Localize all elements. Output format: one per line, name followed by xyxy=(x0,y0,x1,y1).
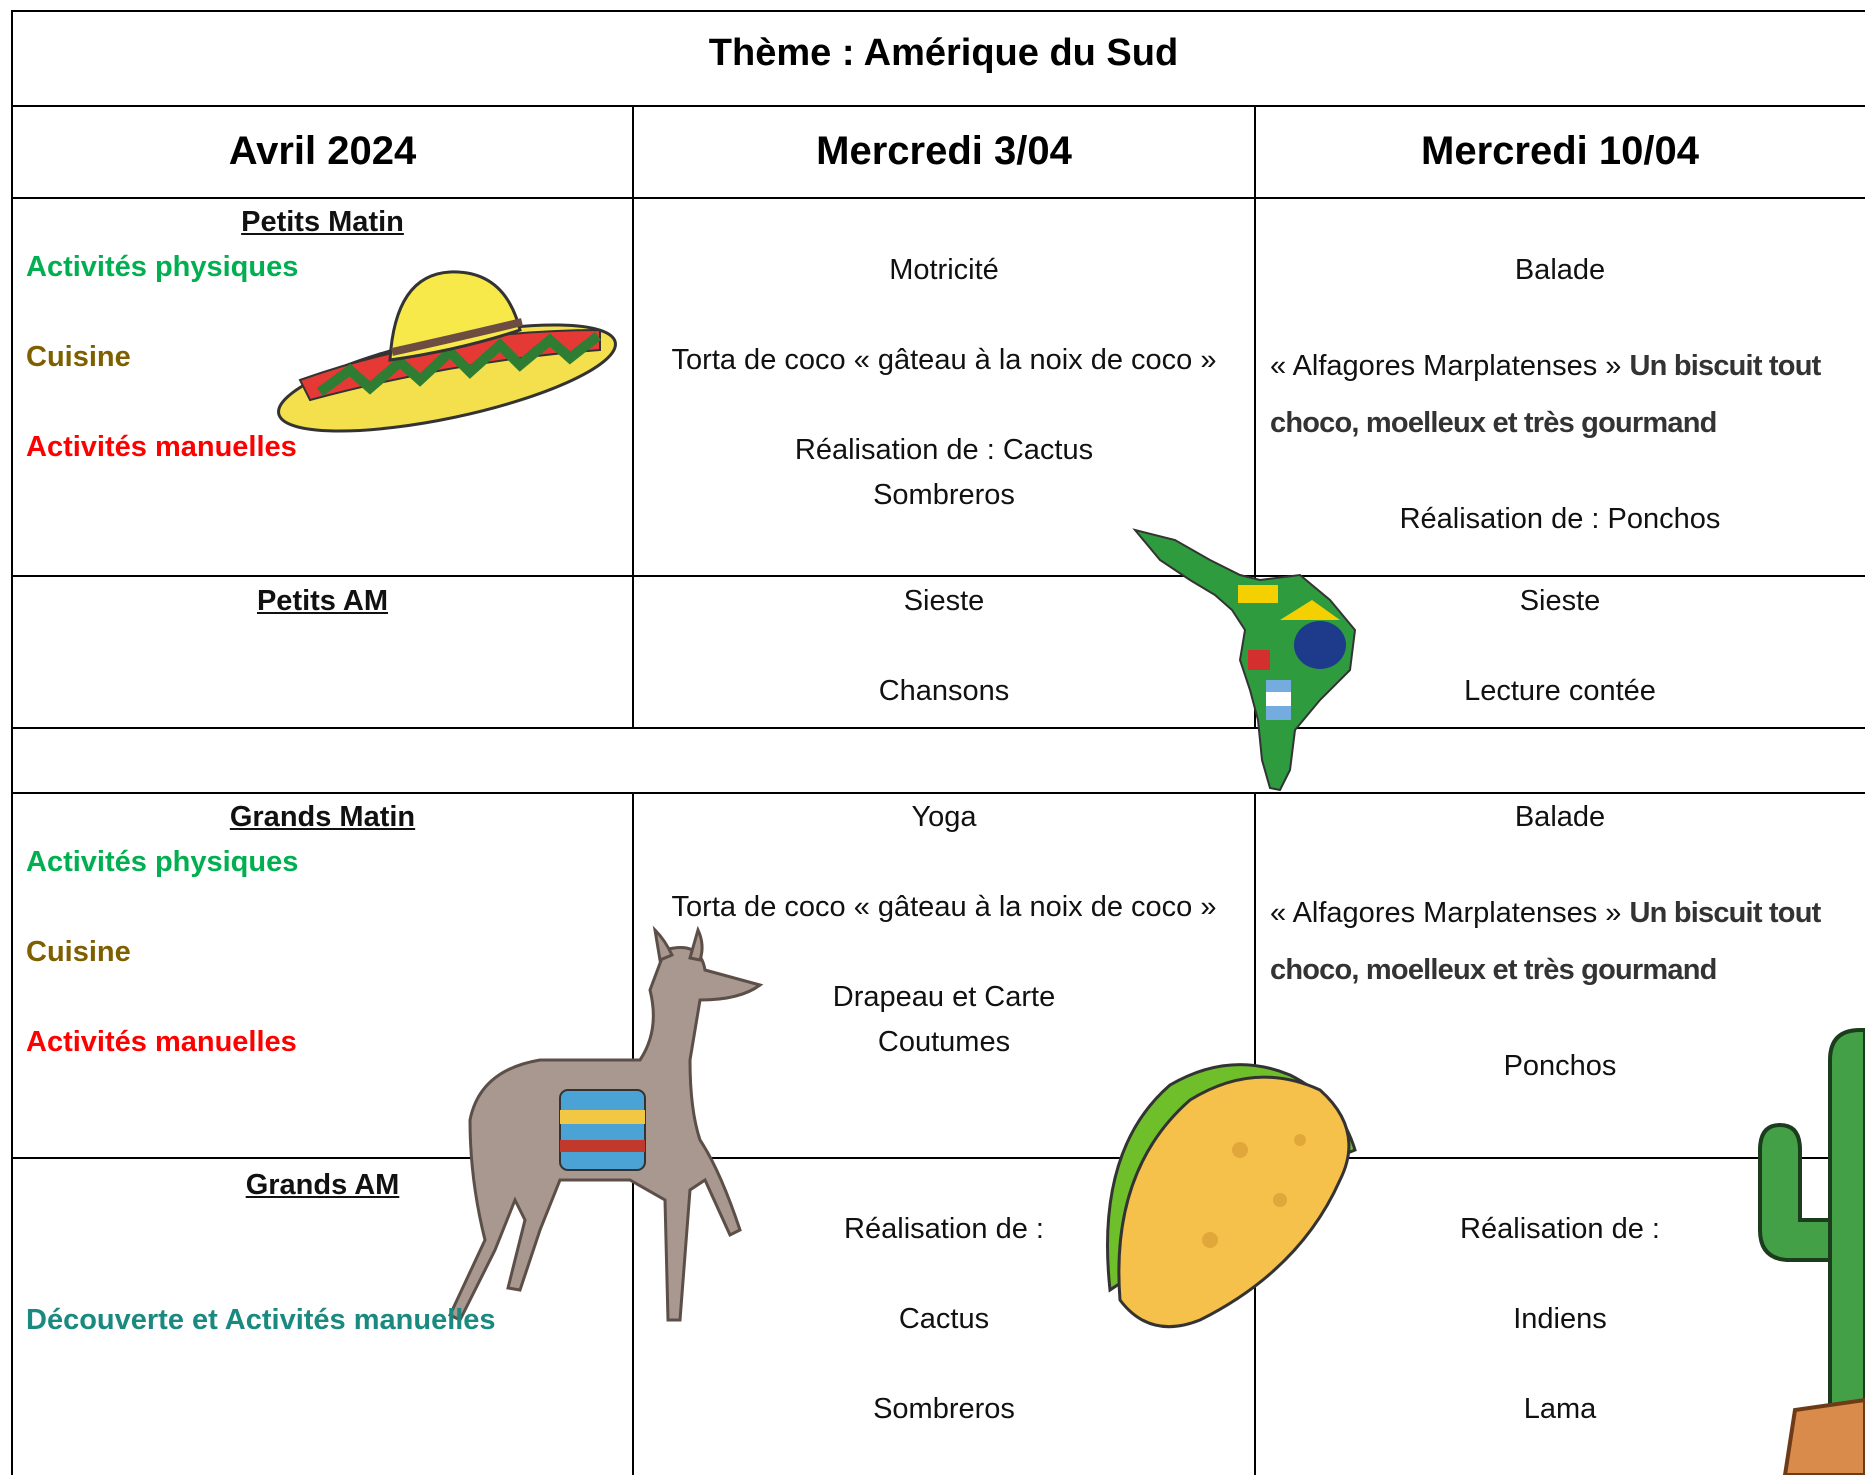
table-border xyxy=(632,105,634,727)
recipe-name: « Alfagores Marplatenses » xyxy=(1270,350,1622,382)
row-label: Petits AM xyxy=(256,585,389,617)
paragraph: Torta de coco « gâteau à la noix de coco… xyxy=(633,338,1255,383)
paragraph: Chansons xyxy=(633,669,1255,714)
text-line: Torta de coco « gâteau à la noix de coco… xyxy=(671,891,1217,923)
paragraph: Motricité xyxy=(633,248,1255,293)
paragraph: Indiens xyxy=(1255,1297,1865,1342)
row-label-cell: Grands AM Découverte et Activités manuell… xyxy=(12,1157,633,1475)
paragraph: Yoga xyxy=(633,795,1255,840)
table-border xyxy=(12,792,1865,794)
text-line: Cactus xyxy=(898,1303,990,1335)
text-line: Motricité xyxy=(889,254,999,286)
paragraph: Lama xyxy=(1255,1387,1865,1432)
day-cell: Sieste Chansons xyxy=(633,575,1255,727)
activity: Cuisine xyxy=(26,341,131,373)
table-border xyxy=(12,10,1865,12)
paragraph: Sieste xyxy=(1255,579,1865,624)
paragraph: Sombreros xyxy=(633,1387,1255,1432)
row-label: Grands AM xyxy=(245,1169,400,1201)
paragraph: Réalisation de : xyxy=(1255,1207,1865,1252)
row-label: Grands Matin xyxy=(229,801,416,833)
table-border xyxy=(12,575,1865,577)
table-border xyxy=(12,1157,1865,1159)
paragraph: Sieste xyxy=(633,579,1255,624)
paragraph: Ponchos xyxy=(1255,1044,1865,1089)
text-line: Sieste xyxy=(1519,585,1601,617)
day-header: Mercredi 10/04 xyxy=(1421,129,1699,173)
day-cell: Réalisation de : Indiens Lama xyxy=(1255,1157,1865,1475)
text-line: Coutumes xyxy=(877,1026,1011,1058)
text-line: Lecture contée xyxy=(1464,675,1656,707)
paragraph: Balade xyxy=(1255,795,1865,840)
table-border xyxy=(12,105,1865,107)
text-line: Drapeau et Carte xyxy=(832,981,1056,1013)
table-border xyxy=(12,197,1865,199)
day-header: Mercredi 3/04 xyxy=(816,129,1072,173)
text-line: Torta de coco « gâteau à la noix de coco… xyxy=(671,344,1217,376)
day-cell: Motricité Torta de coco « gâteau à la noi… xyxy=(633,197,1255,575)
paragraph: Balade xyxy=(1255,248,1865,293)
activity: Cuisine xyxy=(26,936,131,968)
text-line: Réalisation de : Cactus xyxy=(794,434,1094,466)
activity: Activités manuelles xyxy=(26,431,297,463)
table-border xyxy=(11,10,13,1475)
paragraph: Torta de coco « gâteau à la noix de coco… xyxy=(633,885,1255,930)
day-cell: Sieste Lecture contée xyxy=(1255,575,1865,727)
text-line: Sombreros xyxy=(873,1393,1015,1425)
row-label: Petits Matin xyxy=(241,206,404,238)
paragraph: Cactus xyxy=(633,1297,1255,1342)
text-line: Réalisation de : Ponchos xyxy=(1399,503,1721,535)
activity: Activités manuelles xyxy=(26,1026,297,1058)
paragraph: Lecture contée xyxy=(1255,669,1865,714)
table-title: Thème : Amérique du Sud xyxy=(708,32,1179,74)
text-line: Réalisation de : xyxy=(844,1213,1044,1245)
text-line: Indiens xyxy=(1513,1303,1607,1335)
paragraph: « Alfagores Marplatenses » Un biscuit to… xyxy=(1255,338,1865,452)
day-cell: Balade « Alfagores Marplatenses » Un bisc… xyxy=(1255,792,1865,1157)
row-label-cell: Petits AM xyxy=(12,575,633,727)
text-line: Ponchos xyxy=(1503,1050,1617,1082)
activity: Activités physiques xyxy=(26,251,299,283)
text-line: Yoga xyxy=(911,801,977,833)
row-label-cell: Grands Matin Activités physiques Cuisine Ac… xyxy=(12,792,633,1157)
table-border xyxy=(1254,105,1256,727)
text-line: Sieste xyxy=(903,585,985,617)
text-line: Sombreros xyxy=(873,479,1015,511)
recipe-description: Un biscuit tout choco, moelleux et très … xyxy=(1270,897,1821,986)
table-border xyxy=(12,727,1865,729)
day-cell: Balade « Alfagores Marplatenses » Un bisc… xyxy=(1255,197,1865,575)
day-cell: Réalisation de : Cactus Sombreros xyxy=(633,1157,1255,1475)
paragraph: Réalisation de : xyxy=(633,1207,1255,1252)
paragraph: Réalisation de : Cactus Sombreros xyxy=(633,428,1255,518)
paragraph: « Alfagores Marplatenses » Un biscuit to… xyxy=(1255,885,1865,999)
text-line: Balade xyxy=(1514,801,1606,833)
row-label-cell: Petits Matin Activités physiques Cuisine Ac… xyxy=(12,197,633,575)
activity: Activités physiques xyxy=(26,846,299,878)
month-header: Avril 2024 xyxy=(228,129,417,173)
text-line: Chansons xyxy=(878,675,1010,707)
recipe-description: Un biscuit tout choco, moelleux et très … xyxy=(1270,350,1821,439)
paragraph: Réalisation de : Ponchos xyxy=(1255,497,1865,542)
recipe-name: « Alfagores Marplatenses » xyxy=(1270,897,1622,929)
text-line: Lama xyxy=(1523,1393,1597,1425)
activity: Découverte et Activités manuelles xyxy=(26,1304,496,1336)
day-cell: Yoga Torta de coco « gâteau à la noix de … xyxy=(633,792,1255,1157)
paragraph: Drapeau et Carte Coutumes xyxy=(633,975,1255,1065)
text-line: Réalisation de : xyxy=(1460,1213,1660,1245)
text-line: Balade xyxy=(1514,254,1606,286)
